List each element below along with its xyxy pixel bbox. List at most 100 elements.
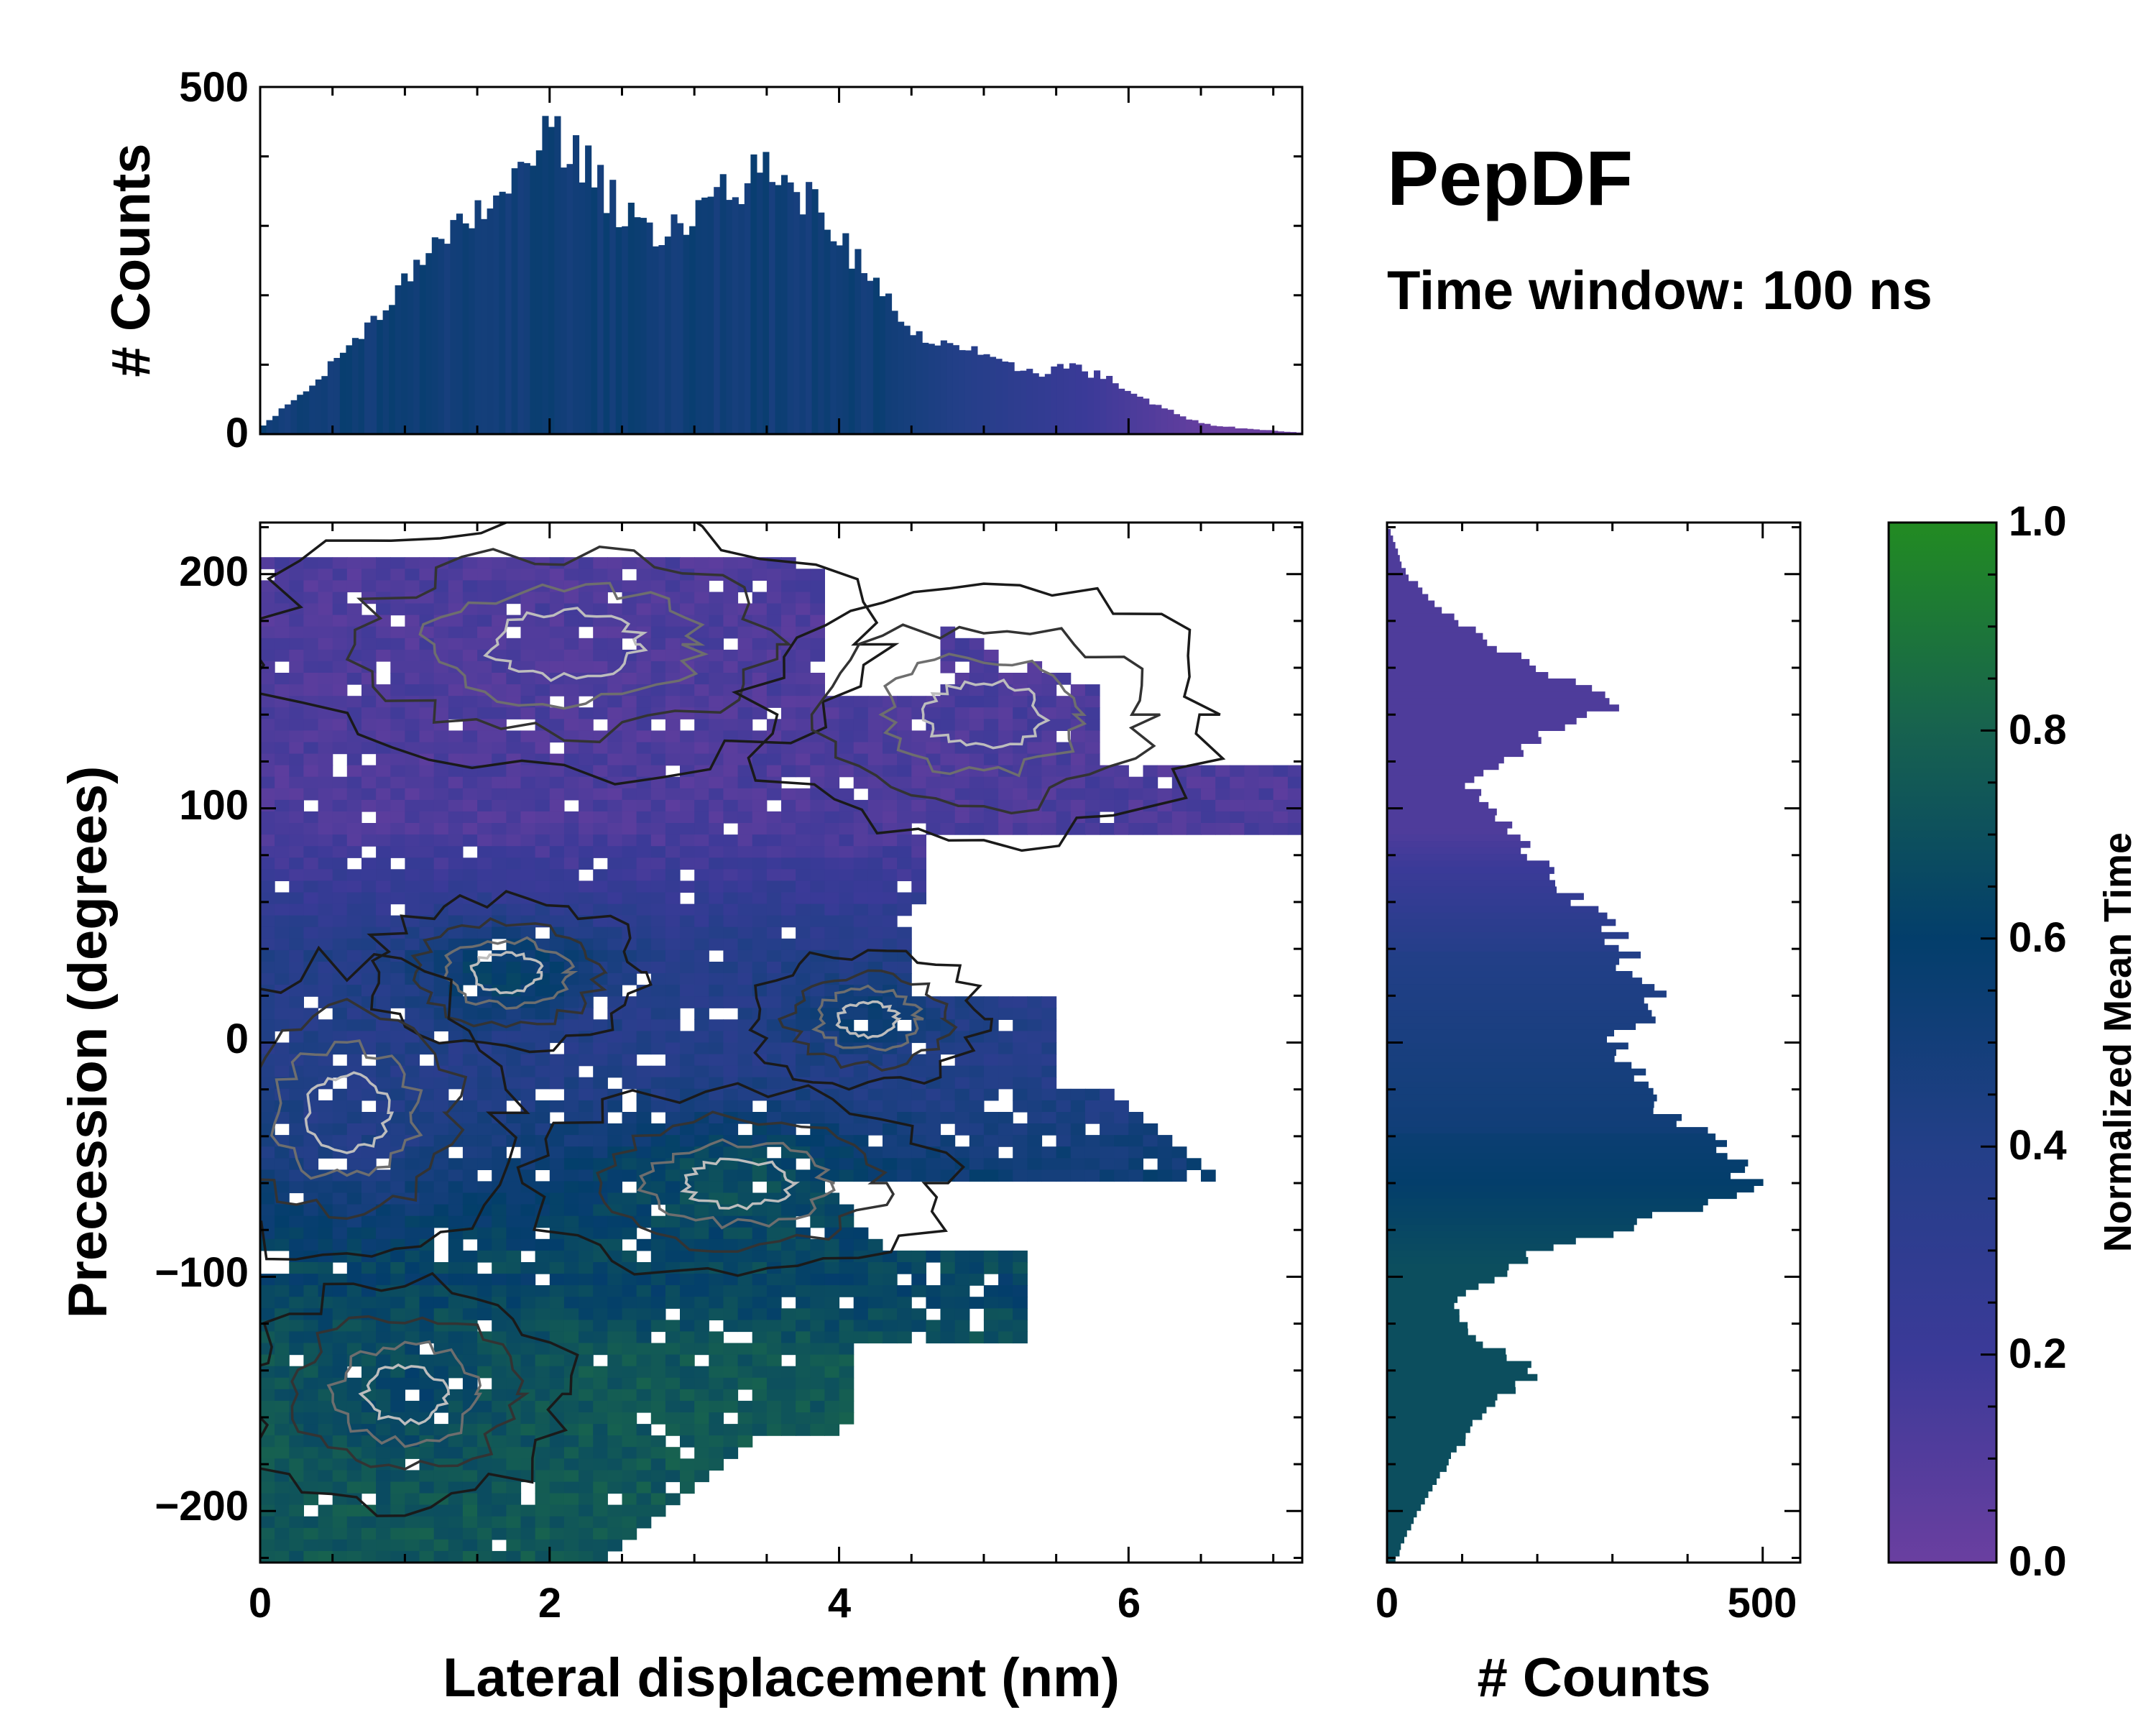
- heatmap-cell: [492, 834, 507, 847]
- heatmap-cell: [926, 1250, 941, 1263]
- heatmap-cell: [694, 1285, 709, 1297]
- heatmap-cell: [954, 1112, 970, 1124]
- heatmap-cell: [607, 811, 622, 824]
- heatmap-cell: [723, 719, 739, 731]
- heatmap-cell: [867, 926, 883, 939]
- heatmap-cell: [824, 1008, 840, 1020]
- top-hist-bar: [1277, 431, 1284, 434]
- heatmap-cell: [390, 1493, 405, 1506]
- heatmap-cell: [1027, 811, 1043, 824]
- contour-line: [596, 1110, 895, 1254]
- heatmap-cell: [492, 1354, 507, 1367]
- heatmap-cell: [462, 638, 478, 650]
- heatmap-cell: [897, 1250, 912, 1263]
- heatmap-cell: [535, 1400, 550, 1413]
- top-hist-bar: [872, 277, 880, 434]
- heatmap-cell: [752, 1297, 768, 1309]
- heatmap-cell: [853, 1274, 869, 1286]
- heatmap-cell: [433, 673, 449, 685]
- heatmap-cell: [579, 1031, 594, 1044]
- heatmap-cell: [781, 1412, 796, 1425]
- heatmap-cell: [969, 1250, 985, 1263]
- heatmap-cell: [810, 1065, 825, 1078]
- right-hist-bar: [1387, 594, 1429, 602]
- heatmap-cell: [289, 661, 304, 673]
- heatmap-cell: [1100, 1123, 1115, 1136]
- heatmap-cell: [376, 1181, 391, 1194]
- heatmap-cell: [260, 753, 275, 766]
- heatmap-cell: [477, 1527, 492, 1540]
- heatmap-cell: [563, 1308, 579, 1320]
- right-hist-bar: [1387, 678, 1576, 686]
- heatmap-cell: [752, 696, 768, 708]
- heatmap-cell: [448, 846, 464, 858]
- heatmap-cell: [766, 1366, 782, 1379]
- heatmap-cell: [680, 592, 695, 604]
- heatmap-cell: [462, 938, 478, 951]
- heatmap-cell: [824, 915, 840, 928]
- heatmap-cell: [650, 615, 666, 627]
- heatmap-cell: [983, 996, 999, 1008]
- heatmap-cell: [796, 1354, 811, 1367]
- heatmap-cell: [405, 903, 420, 916]
- heatmap-cell: [824, 1146, 840, 1159]
- heatmap-cell: [867, 834, 883, 847]
- heatmap-cell: [549, 880, 565, 893]
- heatmap-cell: [390, 962, 405, 974]
- heatmap-cell: [346, 903, 362, 916]
- heatmap-cell: [346, 765, 362, 778]
- heatmap-cell: [579, 846, 594, 858]
- heatmap-cell: [665, 1331, 681, 1344]
- heatmap-cell: [419, 1077, 435, 1090]
- heatmap-cell: [579, 1077, 594, 1090]
- heatmap-cell: [954, 719, 970, 731]
- heatmap-cell: [535, 730, 550, 743]
- heatmap-cell: [405, 799, 420, 812]
- heatmap-cell: [1143, 811, 1158, 824]
- right-hist-bar: [1387, 1003, 1649, 1011]
- top-hist-bar: [781, 175, 788, 434]
- heatmap-cell: [737, 880, 753, 893]
- heatmap-cell: [332, 719, 348, 731]
- heatmap-cell: [419, 765, 435, 778]
- heatmap-cell: [332, 1088, 348, 1101]
- heatmap-cell: [520, 1539, 536, 1552]
- heatmap-cell: [275, 1008, 290, 1020]
- heatmap-cell: [752, 915, 768, 928]
- heatmap-cell: [1013, 1331, 1028, 1344]
- heatmap-cell: [694, 949, 709, 962]
- heatmap-cell: [260, 949, 275, 962]
- heatmap-cell: [998, 1285, 1013, 1297]
- heatmap-cell: [680, 1112, 695, 1124]
- heatmap-cell: [622, 834, 637, 847]
- heatmap-cell: [824, 1158, 840, 1170]
- heatmap-cell: [650, 788, 666, 801]
- heatmap-cell: [694, 938, 709, 951]
- heatmap-cell: [419, 1146, 435, 1159]
- heatmap-cell: [781, 1123, 796, 1136]
- heatmap-cell: [260, 1377, 275, 1390]
- heatmap-cell: [897, 1031, 912, 1044]
- heatmap-cell: [260, 1019, 275, 1031]
- heatmap-cell: [983, 730, 999, 743]
- heatmap-cell: [593, 1274, 608, 1286]
- heatmap-cell: [665, 661, 681, 673]
- heatmap-cell: [506, 1054, 522, 1067]
- heatmap-cell: [593, 1262, 608, 1274]
- heatmap-cell: [405, 1088, 420, 1101]
- heatmap-cell: [752, 1366, 768, 1379]
- heatmap-cell: [998, 1250, 1013, 1263]
- heatmap-cell: [796, 1238, 811, 1251]
- heatmap-cell: [448, 1019, 464, 1031]
- heatmap-cell: [853, 880, 869, 893]
- heatmap-cell: [1186, 776, 1202, 789]
- heatmap-cell: [781, 1192, 796, 1205]
- heatmap-cell: [332, 869, 348, 881]
- heatmap-cell: [853, 892, 869, 905]
- heatmap-cell: [650, 985, 666, 997]
- heatmap-cell: [665, 834, 681, 847]
- heatmap-cell: [260, 673, 275, 685]
- heatmap-cell: [332, 903, 348, 916]
- heatmap-cell: [636, 615, 652, 627]
- heatmap-cell: [1084, 696, 1100, 708]
